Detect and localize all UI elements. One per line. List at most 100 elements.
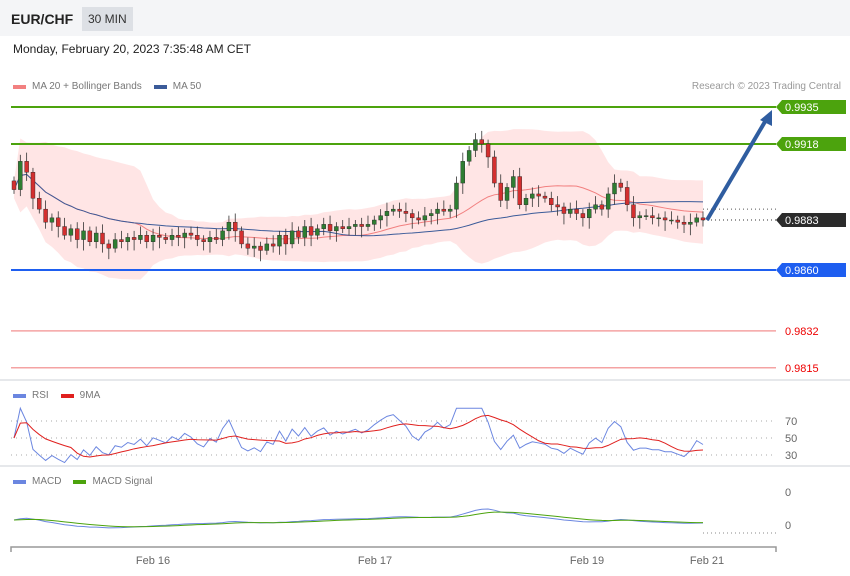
candle-body bbox=[87, 230, 93, 242]
candle bbox=[30, 167, 36, 210]
candle-body bbox=[441, 208, 447, 212]
candle bbox=[561, 202, 567, 225]
candle bbox=[498, 174, 503, 207]
candle bbox=[214, 228, 219, 244]
candle bbox=[681, 215, 687, 234]
candle bbox=[587, 202, 592, 229]
candle bbox=[163, 233, 168, 244]
candle bbox=[169, 228, 175, 247]
candle-body bbox=[485, 143, 491, 158]
candle bbox=[302, 220, 307, 247]
candle-body bbox=[220, 230, 225, 240]
candle-body bbox=[252, 245, 257, 249]
candle-body bbox=[391, 208, 396, 212]
legend-main: MA 20 + Bollinger Bands MA 50 bbox=[13, 81, 201, 92]
candle bbox=[441, 200, 447, 216]
price-tag-resistance bbox=[776, 136, 846, 151]
price-label-support: 0.9832 bbox=[785, 326, 819, 338]
candle-body bbox=[346, 226, 352, 229]
candle-body bbox=[454, 182, 459, 210]
candle-body bbox=[612, 182, 617, 195]
candle bbox=[100, 224, 105, 253]
candle bbox=[62, 217, 67, 240]
x-tick-label: Feb 16 bbox=[136, 555, 170, 567]
candle-body bbox=[327, 224, 333, 232]
forecast-arrow bbox=[705, 118, 768, 222]
candle-body bbox=[637, 215, 642, 219]
candle-body bbox=[270, 243, 276, 247]
candle bbox=[599, 200, 605, 216]
rsi-ma-line bbox=[13, 414, 704, 458]
candle bbox=[479, 130, 484, 153]
candle bbox=[384, 202, 390, 227]
candle bbox=[662, 211, 668, 231]
header: EUR/CHF 30 MIN bbox=[0, 0, 850, 36]
candle bbox=[226, 215, 232, 240]
candle bbox=[264, 237, 270, 255]
candle-body bbox=[466, 150, 472, 162]
candle-body bbox=[207, 237, 213, 242]
candle bbox=[56, 211, 61, 238]
candle-body bbox=[340, 226, 345, 229]
candle bbox=[359, 217, 364, 238]
candle-body bbox=[435, 208, 440, 214]
candle bbox=[473, 133, 478, 157]
candle-body bbox=[289, 230, 295, 245]
candle bbox=[239, 226, 244, 249]
candle bbox=[289, 222, 295, 249]
candle bbox=[372, 215, 377, 231]
candle bbox=[334, 222, 339, 242]
candle-body bbox=[125, 237, 130, 242]
candle bbox=[144, 230, 149, 249]
candle bbox=[485, 139, 491, 168]
price-label-resistance: 0.9935 bbox=[785, 102, 819, 114]
candle-body bbox=[18, 161, 23, 190]
candle-body bbox=[163, 237, 168, 240]
candle-body bbox=[24, 161, 29, 173]
candle-body bbox=[226, 221, 232, 232]
candle bbox=[669, 211, 674, 225]
candle bbox=[157, 226, 162, 249]
candle-body bbox=[30, 171, 36, 199]
timestamp: Monday, February 20, 2023 7:35:48 AM CET bbox=[13, 42, 251, 56]
candle bbox=[49, 213, 55, 231]
legend-macd-label: MACD bbox=[32, 476, 62, 487]
candle-body bbox=[517, 176, 522, 205]
candle bbox=[321, 217, 326, 236]
candle bbox=[24, 152, 29, 181]
candle-body bbox=[650, 215, 655, 219]
candle-body bbox=[75, 228, 80, 240]
x-tick-label: Feb 21 bbox=[690, 555, 724, 567]
candle bbox=[106, 239, 112, 260]
x-axis bbox=[10, 546, 777, 552]
candle-body bbox=[239, 230, 244, 245]
candle bbox=[530, 187, 535, 207]
candle-body bbox=[321, 224, 326, 229]
candle-body bbox=[264, 243, 270, 251]
candle-body bbox=[315, 228, 320, 236]
candle-body bbox=[214, 237, 219, 240]
candle-body bbox=[447, 208, 453, 212]
candle bbox=[270, 235, 276, 253]
candle bbox=[68, 224, 74, 242]
candle bbox=[346, 217, 352, 236]
candle bbox=[201, 235, 206, 251]
candle bbox=[460, 152, 465, 194]
candle-body bbox=[428, 213, 434, 216]
candle-body bbox=[365, 224, 371, 227]
candle-body bbox=[587, 208, 592, 219]
candle-body bbox=[157, 235, 162, 238]
candle-body bbox=[56, 217, 61, 227]
candle bbox=[447, 204, 453, 218]
candle-body bbox=[353, 224, 358, 227]
candle-body bbox=[397, 208, 402, 212]
candle bbox=[233, 213, 238, 242]
candle-body bbox=[631, 204, 636, 219]
candle bbox=[675, 215, 680, 229]
candle bbox=[624, 180, 630, 212]
candle-body bbox=[144, 235, 149, 242]
candle-body bbox=[119, 239, 124, 242]
timeframe-button[interactable]: 30 MIN bbox=[82, 7, 133, 31]
candle-body bbox=[561, 206, 567, 214]
rsi-tick: 30 bbox=[785, 450, 797, 462]
